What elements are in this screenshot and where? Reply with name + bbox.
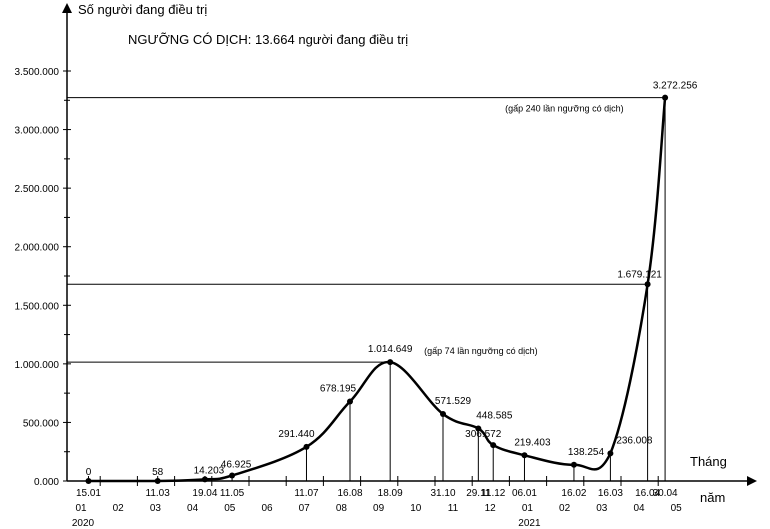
month-label: 05 bbox=[671, 503, 683, 514]
date-label: 31.10 bbox=[430, 488, 455, 499]
date-label: 11.03 bbox=[146, 488, 171, 499]
data-point bbox=[229, 472, 236, 479]
value-label: 236.008 bbox=[616, 435, 653, 446]
month-label: 09 bbox=[373, 503, 385, 514]
date-label: 16.02 bbox=[561, 488, 586, 499]
data-point bbox=[347, 398, 353, 405]
month-label: 06 bbox=[261, 503, 273, 514]
month-label: 11 bbox=[448, 503, 459, 514]
value-label: 678.195 bbox=[320, 384, 357, 395]
y-axis-title: Số người đang điều trị bbox=[78, 2, 207, 17]
data-point bbox=[607, 450, 614, 457]
value-label: 448.585 bbox=[476, 410, 513, 421]
data-point bbox=[570, 461, 577, 468]
data-point bbox=[154, 477, 161, 484]
data-point bbox=[662, 94, 669, 101]
value-label: 138.254 bbox=[568, 447, 605, 458]
value-label: 291.440 bbox=[278, 429, 315, 440]
data-point bbox=[644, 281, 651, 288]
x-axis-subtitle: năm bbox=[700, 490, 725, 505]
y-tick-label: 3.500.000 bbox=[15, 67, 60, 78]
year-label: 2020 bbox=[72, 518, 95, 529]
data-point bbox=[521, 452, 528, 459]
month-label: 10 bbox=[410, 503, 422, 514]
value-label: 1.679.121 bbox=[617, 269, 662, 280]
data-point bbox=[440, 411, 446, 418]
value-label: 0 bbox=[86, 467, 92, 478]
chart-title: NGƯỠNG CÓ DỊCH: 13.664 người đang điều t… bbox=[128, 32, 408, 47]
annotation-text: (gấp 74 lần ngưỡng có dịch) bbox=[424, 346, 538, 356]
date-label: 06.01 bbox=[512, 488, 537, 499]
value-label: 1.014.649 bbox=[368, 344, 413, 355]
data-point bbox=[201, 476, 208, 483]
y-ticks: 0.000 500.000 1.000.000 1.500.000 2.000.000 2… bbox=[15, 67, 71, 488]
value-label: 3.272.256 bbox=[653, 81, 698, 92]
month-label: 04 bbox=[187, 503, 199, 514]
year-label: 2021 bbox=[518, 518, 541, 529]
y-tick-label: 1.500.000 bbox=[15, 301, 60, 312]
value-label: 219.403 bbox=[514, 437, 551, 448]
value-label: 46.925 bbox=[221, 460, 252, 471]
y-tick-label: 1.000.000 bbox=[15, 360, 60, 371]
x-axis-title: Tháng bbox=[690, 454, 727, 469]
value-label: 58 bbox=[152, 467, 164, 478]
date-label: 16.04 bbox=[635, 488, 660, 499]
data-point bbox=[490, 442, 497, 449]
date-label: 15.01 bbox=[76, 488, 101, 499]
data-point bbox=[387, 359, 394, 366]
date-label: 29.11 bbox=[466, 488, 491, 499]
month-label: 03 bbox=[596, 503, 608, 514]
reference-lines bbox=[67, 97, 666, 363]
month-label: 02 bbox=[113, 503, 125, 514]
month-label: 01 bbox=[75, 503, 87, 514]
month-label: 08 bbox=[336, 503, 348, 514]
series-line bbox=[87, 96, 667, 483]
x-ticks: 01 02 03 04 05 06 07 08 09 10 11 12 01 02 03 04 05 2020 20… bbox=[72, 476, 682, 529]
y-tick-label: 0.000 bbox=[34, 477, 59, 488]
date-label: 18.09 bbox=[378, 488, 403, 499]
y-tick-label: 500.000 bbox=[23, 418, 60, 429]
month-label: 04 bbox=[633, 503, 645, 514]
date-label: 11.05 bbox=[220, 488, 245, 499]
value-label: 306.572 bbox=[465, 429, 502, 440]
month-label: 07 bbox=[299, 503, 311, 514]
date-label: 11.12 bbox=[481, 488, 506, 499]
value-label: 571.529 bbox=[435, 396, 472, 407]
data-points bbox=[85, 94, 669, 484]
month-label: 02 bbox=[559, 503, 571, 514]
date-label: 11.07 bbox=[294, 488, 319, 499]
month-label: 03 bbox=[150, 503, 162, 514]
date-label: 30.04 bbox=[653, 488, 678, 499]
date-label: 16.03 bbox=[598, 488, 623, 499]
month-label: 12 bbox=[485, 503, 497, 514]
drop-lines: 15.01 11.03 19.04 11.05 11.07 16.08 18.09 31.10… bbox=[76, 97, 678, 499]
annotation-text: (gấp 240 lần ngưỡng có dịch) bbox=[505, 104, 624, 114]
y-tick-label: 3.000.000 bbox=[15, 126, 60, 137]
date-label: 19.04 bbox=[192, 488, 217, 499]
y-tick-label: 2.500.000 bbox=[15, 184, 60, 195]
value-label: 14.203 bbox=[194, 465, 225, 476]
data-point bbox=[303, 443, 310, 450]
data-point bbox=[475, 425, 482, 432]
month-label: 05 bbox=[224, 503, 236, 514]
y-tick-label: 2.000.000 bbox=[15, 243, 60, 254]
data-point bbox=[85, 478, 92, 484]
month-label: 01 bbox=[522, 503, 534, 514]
date-label: 16.08 bbox=[337, 488, 362, 499]
